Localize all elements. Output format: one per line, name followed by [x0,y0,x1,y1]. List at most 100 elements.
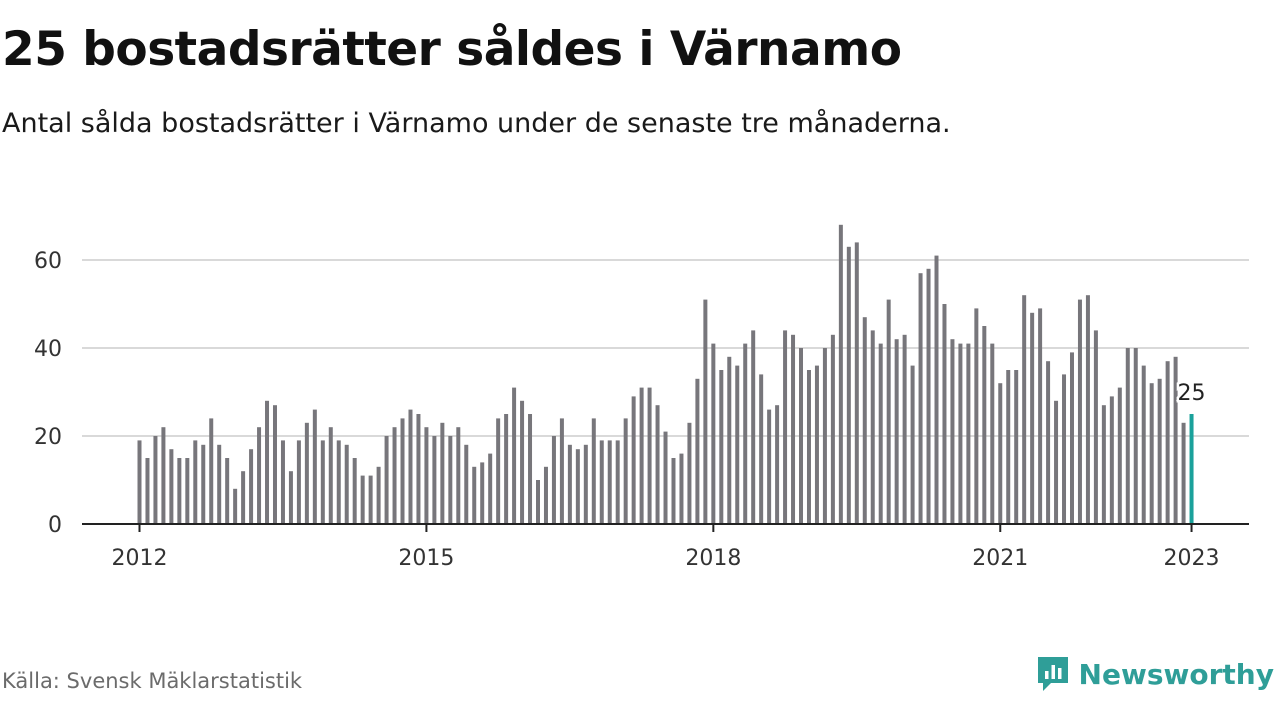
bar [775,405,780,524]
bar [257,427,262,524]
bar [735,365,740,524]
bar [846,246,851,525]
bar [472,466,477,524]
bar [727,356,732,524]
bar [1054,400,1059,524]
bar [551,436,556,524]
bar [352,458,357,524]
bar [990,343,995,524]
bar [623,418,628,524]
bar [559,418,564,524]
bar [328,427,333,524]
bar [249,449,254,524]
bar [575,449,580,524]
bar [806,370,811,524]
bar [336,440,341,524]
bar [759,374,764,524]
y-tick-label: 60 [34,249,62,274]
bar [312,409,317,524]
bar [288,471,293,524]
x-axis-ticks: 2012 2015 2018 2021 2023 [112,524,1220,571]
bar [950,339,955,524]
x-tick-label: 2012 [112,546,168,571]
bar [647,387,652,524]
bar [998,383,1003,524]
bar [304,422,309,524]
bar [464,444,469,524]
bar [567,444,572,524]
bar [695,378,700,524]
bar [942,304,947,524]
bar [480,462,485,524]
bar [1133,348,1138,524]
bar [1125,348,1130,524]
bar [1157,378,1162,524]
bar [456,427,461,524]
bar [201,444,206,524]
bar [432,436,437,524]
bar [543,466,548,524]
bar [169,449,174,524]
bar [902,334,907,524]
bar [799,348,804,524]
bar [838,224,843,525]
bar [1141,365,1146,524]
bar [265,400,270,524]
bar [751,330,756,524]
bar [631,396,636,524]
bar [241,471,246,524]
bar [1006,370,1011,524]
bar [854,242,859,524]
bar [791,334,796,524]
bar-highlight [1189,414,1194,524]
bar [392,427,397,524]
bar [783,330,788,524]
bar [384,436,389,524]
bar [878,343,883,524]
bar [615,440,620,524]
bar [1165,361,1170,524]
bar [1077,299,1082,524]
bar [687,422,692,524]
bar [918,273,923,524]
bar [368,475,373,524]
bar [1069,352,1074,524]
bar [607,440,612,524]
bar [822,348,827,524]
bar [177,458,182,524]
bar [145,458,150,524]
y-tick-label: 20 [34,425,62,450]
newsworthy-logo-icon [1037,657,1068,691]
data-labels: 25 [1175,379,1208,409]
x-tick-label: 2021 [972,546,1028,571]
bar [1149,383,1154,524]
bar [663,431,668,524]
bar [424,427,429,524]
bar [1038,308,1043,524]
bar [926,268,931,524]
bar [1117,387,1122,524]
bar [814,365,819,524]
bar [344,444,349,524]
x-tick-label: 2018 [685,546,741,571]
brand-name: Newsworthy [1078,657,1274,691]
bar [1046,361,1051,524]
bar [767,409,772,524]
bar [1030,312,1035,524]
bars [137,224,1194,525]
bar [448,436,453,524]
bar [870,330,875,524]
bar [225,458,230,524]
bar [488,453,493,524]
bar [440,422,445,524]
bar [679,453,684,524]
bar [1014,370,1019,524]
bar [528,414,533,524]
bar [520,400,525,524]
bar [185,458,190,524]
bar [1181,422,1186,524]
bar [320,440,325,524]
bar [743,343,748,524]
bar [496,418,501,524]
